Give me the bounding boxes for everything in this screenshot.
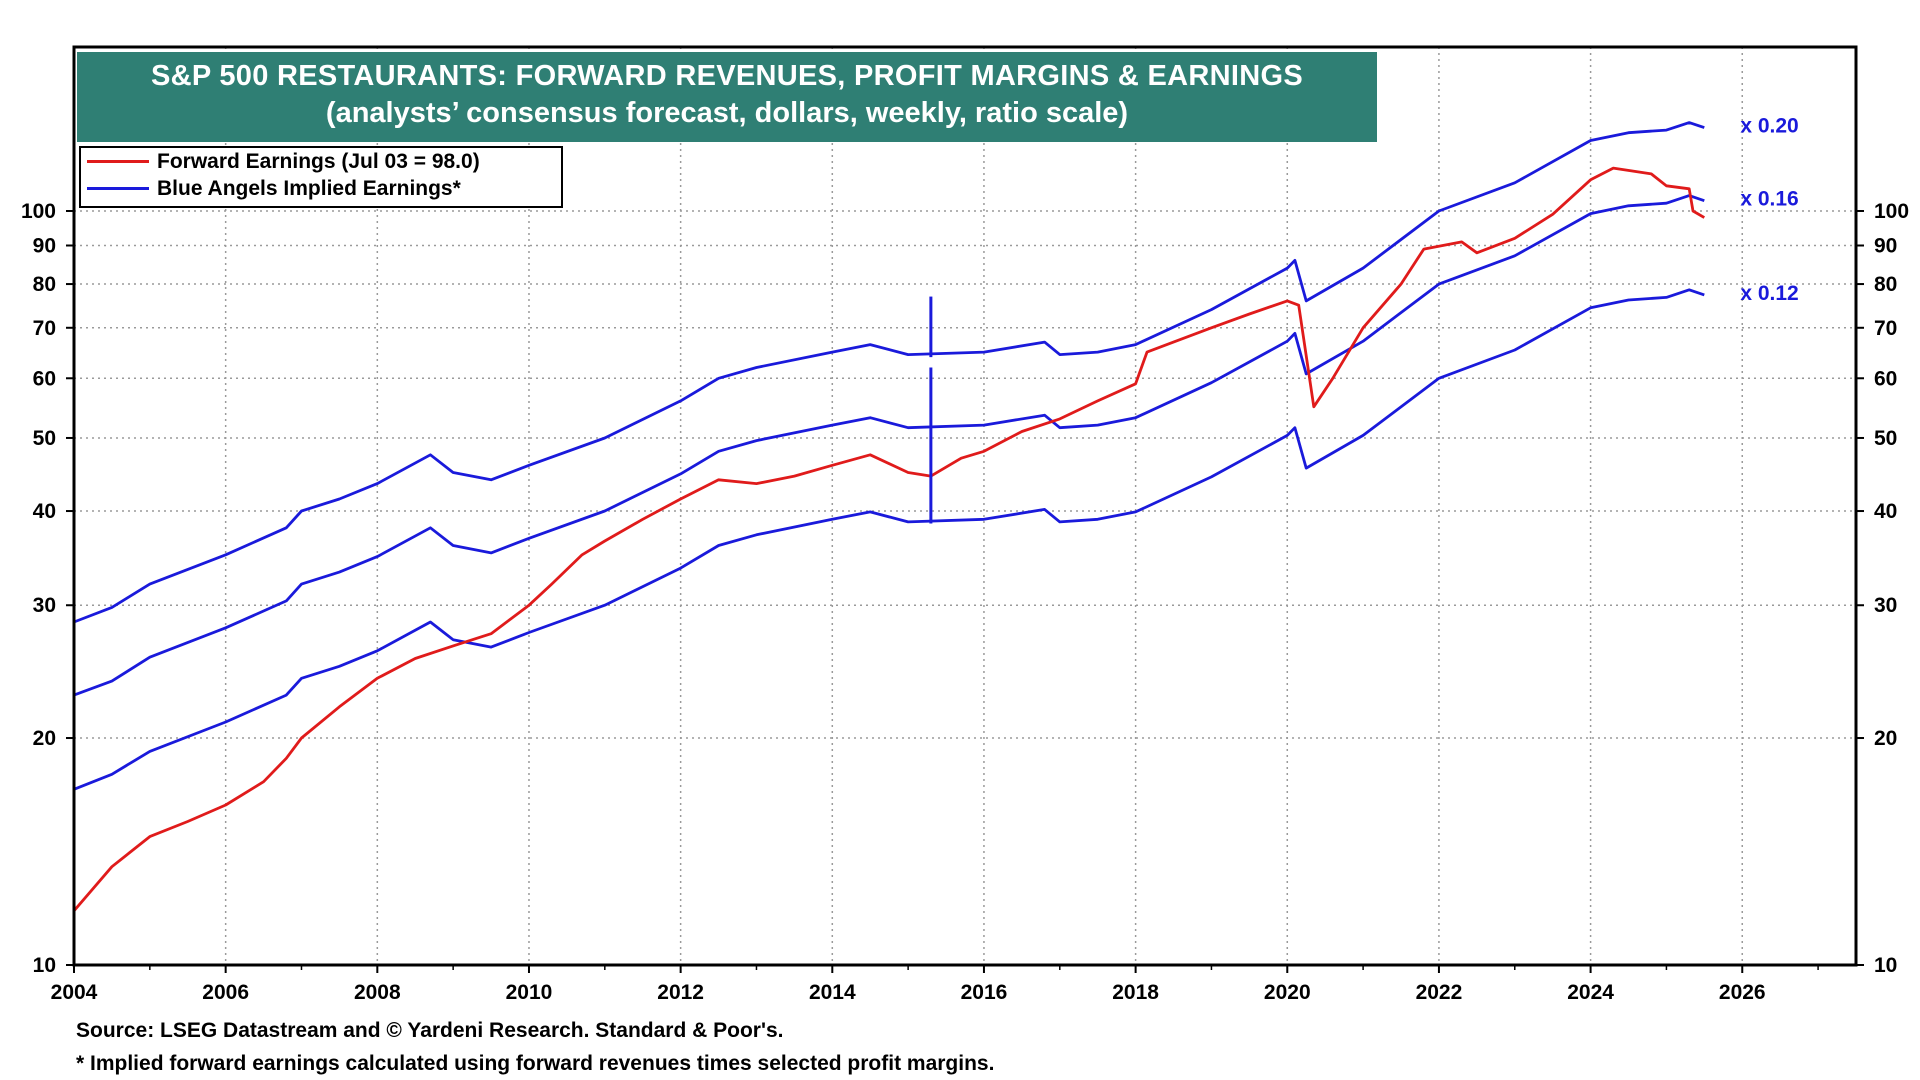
x-tick-label: 2008 <box>354 981 401 1004</box>
x-tick-label: 2018 <box>1112 981 1159 1004</box>
y-tick-label-right: 70 <box>1874 317 1897 340</box>
x-tick-label: 2022 <box>1416 981 1463 1004</box>
y-tick-label-right: 20 <box>1874 727 1897 750</box>
y-tick-label-left: 50 <box>33 427 56 450</box>
legend-item-forward-earnings: Forward Earnings (Jul 03 = 98.0) <box>81 148 561 175</box>
implied-note: * Implied forward earnings calculated us… <box>76 1052 995 1075</box>
series-end-label: x 0.16 <box>1740 188 1798 211</box>
legend-item-blue-angels: Blue Angels Implied Earnings* <box>81 175 561 202</box>
chart-subtitle: (analysts’ consensus forecast, dollars, … <box>325 97 1129 129</box>
y-tick-label-left: 10 <box>33 954 56 977</box>
y-tick-label-right: 50 <box>1874 427 1897 450</box>
series-line-implied-012 <box>73 288 1705 791</box>
x-tick-label: 2026 <box>1719 981 1766 1004</box>
y-tick-label-left: 80 <box>33 273 56 296</box>
y-tick-label-left: 40 <box>33 500 56 523</box>
x-tick-label: 2004 <box>51 981 98 1004</box>
y-tick-label-left: 70 <box>33 317 56 340</box>
y-tick-label-right: 80 <box>1874 273 1897 296</box>
x-tick-label: 2016 <box>961 981 1008 1004</box>
end-labels: x 0.20 x 0.16 x 0.12 <box>1740 115 1798 305</box>
series-layer <box>72 121 1706 912</box>
legend-swatch-red <box>87 160 149 163</box>
axes: 2004 2006 2008 2010 2012 2014 2016 2018 2020 2022… <box>21 200 1909 1004</box>
series-line-implied-016 <box>73 194 1705 697</box>
series-end-label: x 0.20 <box>1740 115 1798 138</box>
y-tick-label-right: 30 <box>1874 594 1897 617</box>
y-tick-label-right: 10 <box>1874 954 1897 977</box>
chart-title-box: S&P 500 RESTAURANTS: FORWARD REVENUES, P… <box>77 52 1377 142</box>
y-tick-label-right: 90 <box>1874 234 1897 257</box>
y-tick-label-left: 30 <box>33 594 56 617</box>
y-tick-label-left: 20 <box>33 727 56 750</box>
x-tick-label: 2010 <box>506 981 553 1004</box>
source-note: Source: LSEG Datastream and © Yardeni Re… <box>76 1019 784 1042</box>
x-tick-label: 2020 <box>1264 981 1311 1004</box>
legend-swatch-blue <box>87 187 149 190</box>
series-line-forward-earnings <box>72 166 1706 912</box>
y-tick-label-right: 100 <box>1874 200 1909 223</box>
legend: Forward Earnings (Jul 03 = 98.0) Blue An… <box>79 146 563 208</box>
y-tick-label-left: 90 <box>33 234 56 257</box>
series-line-implied-020 <box>73 121 1705 624</box>
legend-label: Blue Angels Implied Earnings* <box>157 176 461 200</box>
y-tick-label-right: 60 <box>1874 367 1897 390</box>
series-end-label: x 0.12 <box>1740 282 1798 305</box>
y-tick-label-right: 40 <box>1874 500 1897 523</box>
chart-title: S&P 500 RESTAURANTS: FORWARD REVENUES, P… <box>151 60 1303 92</box>
x-tick-label: 2014 <box>809 981 856 1004</box>
x-tick-label: 2006 <box>202 981 249 1004</box>
plot-frame <box>72 45 1858 967</box>
x-tick-label: 2024 <box>1567 981 1614 1004</box>
y-tick-label-left: 60 <box>33 367 56 390</box>
x-tick-label: 2012 <box>657 981 704 1004</box>
y-tick-label-left: 100 <box>21 200 56 223</box>
legend-label: Forward Earnings (Jul 03 = 98.0) <box>157 149 480 173</box>
